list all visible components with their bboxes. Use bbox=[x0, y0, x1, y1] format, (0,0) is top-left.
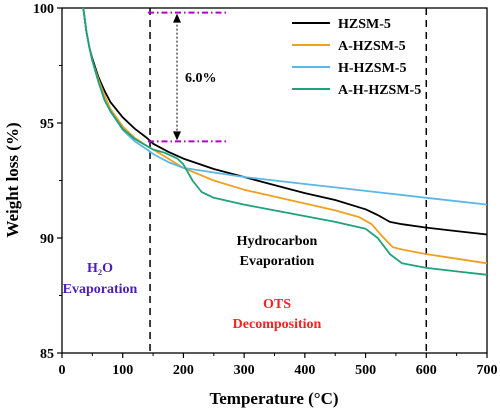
legend-label: H-HZSM-5 bbox=[338, 61, 406, 76]
x-tick-label: 0 bbox=[59, 363, 66, 378]
region-dividers bbox=[149, 8, 428, 353]
hydrocarbon-evaporation-label: Evaporation bbox=[240, 254, 315, 269]
x-tick-label: 400 bbox=[294, 363, 315, 378]
series-line-a-h-hzsm-5 bbox=[82, 7, 488, 276]
legend-label: HZSM-5 bbox=[338, 17, 391, 32]
x-tick-label: 300 bbox=[234, 363, 255, 378]
legend: HZSM-5 A-HZSM-5 H-HZSM-5 A-H-HZSM-5 bbox=[292, 17, 421, 98]
y-axis-ticks: 85 90 95 100 bbox=[33, 2, 62, 362]
h2o-evaporation-label: Evaporation bbox=[63, 282, 138, 297]
series-lines bbox=[82, 7, 488, 276]
x-axis-label: Temperature (°C) bbox=[209, 389, 338, 408]
arrow-up-icon bbox=[173, 13, 181, 23]
y-tick-label: 95 bbox=[40, 117, 54, 132]
y-tick-label: 85 bbox=[40, 347, 54, 362]
x-tick-label: 700 bbox=[477, 363, 498, 378]
h2o-label: H₂O bbox=[87, 261, 113, 276]
ots-label: OTS bbox=[263, 297, 291, 312]
x-axis-ticks: 0 100 200 300 400 500 600 700 bbox=[59, 353, 498, 378]
delta-annotation: 6.0% bbox=[148, 11, 228, 143]
ots-decomposition-label: Decomposition bbox=[233, 317, 322, 332]
y-tick-label: 90 bbox=[40, 232, 54, 247]
arrow-down-icon bbox=[173, 131, 181, 141]
delta-label: 6.0% bbox=[185, 71, 217, 86]
x-tick-label: 100 bbox=[112, 363, 133, 378]
x-tick-label: 500 bbox=[355, 363, 376, 378]
y-axis-label: Weight loss (%) bbox=[3, 122, 22, 237]
legend-label: A-H-HZSM-5 bbox=[338, 83, 421, 98]
x-tick-label: 200 bbox=[173, 363, 194, 378]
legend-label: A-HZSM-5 bbox=[338, 39, 406, 54]
x-tick-label: 600 bbox=[416, 363, 437, 378]
y-tick-label: 100 bbox=[33, 2, 54, 17]
hydrocarbon-label: Hydrocarbon bbox=[237, 234, 318, 249]
